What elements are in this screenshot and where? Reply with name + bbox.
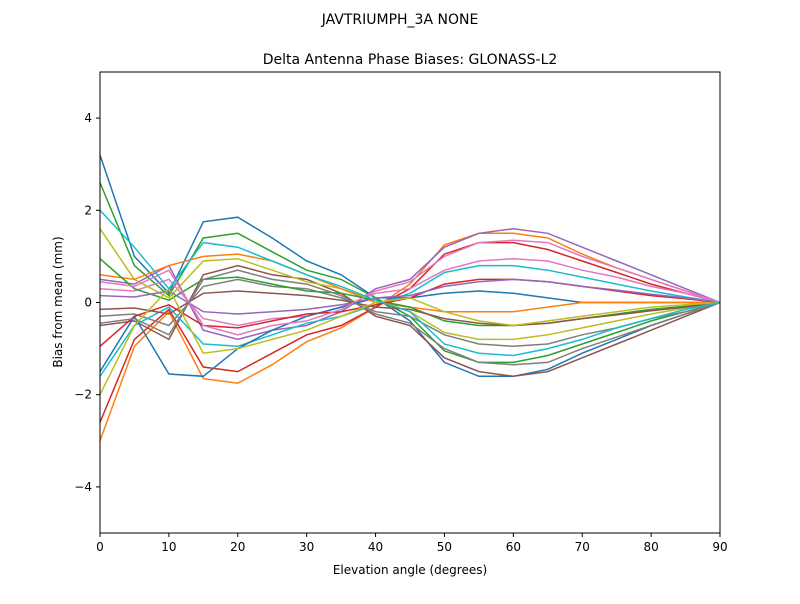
x-tick-label: 30 xyxy=(299,540,314,554)
series-line-14 xyxy=(99,278,721,315)
y-tick-label: −4 xyxy=(74,480,92,494)
y-tick-label: 2 xyxy=(84,203,92,217)
series-line-15 xyxy=(99,290,721,327)
y-tick-label: 4 xyxy=(84,111,92,125)
x-tick-label: 0 xyxy=(96,540,104,554)
y-tick-label: −2 xyxy=(74,388,92,402)
x-tick-label: 20 xyxy=(230,540,245,554)
series-line-0 xyxy=(99,154,721,378)
x-tick-label: 70 xyxy=(575,540,590,554)
y-axis-label: Bias from mean (mm) xyxy=(51,236,65,367)
axis-ticks: 0 10 20 30 40 50 60 70 80 90 −4 −2 0 2 4 xyxy=(74,111,727,554)
series-line-11 xyxy=(99,253,720,313)
series-line-6 xyxy=(99,257,721,327)
series-line-19 xyxy=(99,209,721,357)
x-tick-label: 40 xyxy=(368,540,383,554)
chart-title: Delta Antenna Phase Biases: GLONASS-L2 xyxy=(263,52,558,68)
x-tick-label: 80 xyxy=(643,540,658,554)
x-axis-label: Elevation angle (degrees) xyxy=(333,563,487,577)
x-tick-label: 60 xyxy=(506,540,521,554)
series-line-16 xyxy=(99,239,721,336)
series-line-4 xyxy=(99,227,721,341)
x-tick-label: 10 xyxy=(161,540,176,554)
y-tick-label: 0 xyxy=(84,296,92,310)
suptitle: JAVTRIUMPH_3A NONE xyxy=(321,12,479,28)
series-line-5 xyxy=(99,264,721,378)
series-line-9 xyxy=(99,264,721,377)
x-tick-label: 50 xyxy=(437,540,452,554)
series-lines xyxy=(99,154,721,442)
x-tick-label: 90 xyxy=(712,540,727,554)
series-line-18 xyxy=(99,287,721,396)
series-line-17 xyxy=(99,269,721,366)
